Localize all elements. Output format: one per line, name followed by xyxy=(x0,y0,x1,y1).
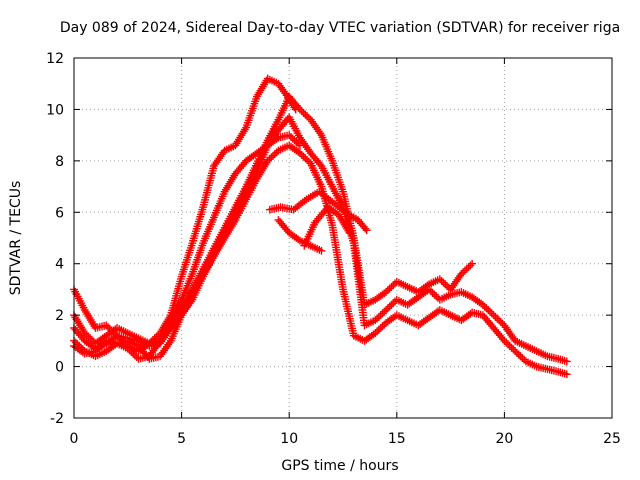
chart-title: Day 089 of 2024, Sidereal Day-to-day VTE… xyxy=(60,20,620,36)
y-tick-label: 4 xyxy=(55,257,64,273)
x-tick-label: 0 xyxy=(70,431,79,447)
x-tick-label: 5 xyxy=(177,431,186,447)
data-point xyxy=(317,246,326,255)
data-point xyxy=(468,259,477,268)
axis-ticks xyxy=(73,57,613,419)
series-track-3 xyxy=(70,113,571,366)
tick-labels: 0 5 10 15 20 25 -2 0 2 4 6 8 10 12 xyxy=(46,51,621,447)
y-tick-label: 8 xyxy=(55,154,64,170)
y-tick-label: 2 xyxy=(55,308,64,324)
series-track-5 xyxy=(70,92,477,348)
x-tick-label: 25 xyxy=(603,431,621,447)
x-tick-label: 10 xyxy=(280,431,298,447)
data-point xyxy=(345,228,354,237)
y-tick-label: -2 xyxy=(50,411,64,427)
series-track-6 xyxy=(265,187,371,235)
data-marks xyxy=(70,74,571,379)
series-track-4 xyxy=(70,141,571,379)
y-axis-label: SDTVAR / TECUs xyxy=(8,181,24,296)
x-axis-label: GPS time / hours xyxy=(281,458,398,474)
y-tick-label: 6 xyxy=(55,205,64,221)
x-tick-label: 20 xyxy=(495,431,513,447)
series-track-1 xyxy=(70,74,300,356)
data-point xyxy=(562,357,571,366)
y-tick-label: 10 xyxy=(46,102,64,118)
y-tick-label: 12 xyxy=(46,51,64,67)
x-tick-label: 15 xyxy=(388,431,406,447)
plot-frame xyxy=(73,57,613,419)
series-track-8 xyxy=(300,203,354,250)
y-tick-label: 0 xyxy=(55,360,64,376)
data-point xyxy=(562,370,571,379)
data-point xyxy=(362,226,371,235)
